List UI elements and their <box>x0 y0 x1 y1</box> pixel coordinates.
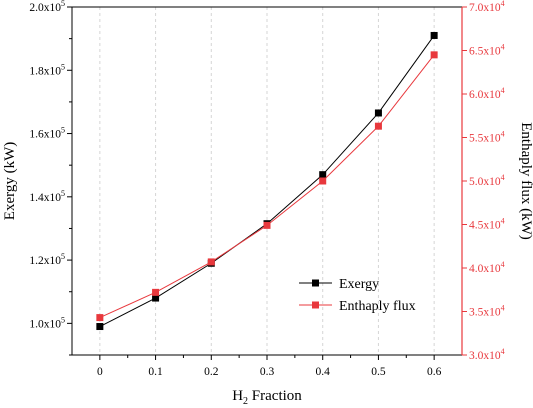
x-axis-title: H2 Fraction <box>232 388 302 407</box>
right-y-tick-label-0: 3.0x104 <box>469 347 505 362</box>
right-y-axis-title: Enthaply flux (kW) <box>518 122 533 239</box>
right-y-tick-label-2: 4.0x104 <box>469 260 505 275</box>
right-y-tick-label-5: 5.5x104 <box>469 130 505 145</box>
left-y-axis-title: Exergy (kW) <box>2 142 18 220</box>
x-tick-label-4: 0.4 <box>316 366 331 378</box>
series-0-point-6 <box>430 31 438 39</box>
right-y-tick-label-8: 7.0x104 <box>469 0 505 14</box>
x-tick-label-2: 0.2 <box>204 366 219 378</box>
left-y-tick-label-4: 1.8x105 <box>29 62 65 77</box>
left-y-tick-label-0: 1.0x105 <box>29 315 65 330</box>
right-y-tick-label-7: 6.5x104 <box>469 43 505 58</box>
right-y-tick-label-1: 3.5x104 <box>469 304 505 319</box>
series-1-point-0 <box>96 314 104 322</box>
series-0-point-5 <box>374 109 382 117</box>
series-1-point-1 <box>152 288 160 296</box>
series-1-point-3 <box>263 221 271 229</box>
left-y-tick-label-3: 1.6x105 <box>29 126 65 141</box>
left-y-tick-label-2: 1.4x105 <box>29 189 65 204</box>
x-tick-label-3: 0.3 <box>260 366 275 378</box>
legend-marker-1 <box>312 301 319 309</box>
series-0-point-1 <box>152 294 160 302</box>
legend-label-1: Enthaply flux <box>339 299 416 314</box>
series-1-point-4 <box>319 177 327 185</box>
series-0-point-4 <box>319 171 327 179</box>
series-1-point-2 <box>207 258 215 266</box>
right-y-tick-label-6: 6.0x104 <box>469 86 505 101</box>
left-y-tick-label-1: 1.2x105 <box>29 252 65 267</box>
x-tick-label-0: 0 <box>97 366 103 378</box>
legend-label-0: Exergy <box>339 277 379 292</box>
left-y-tick-label-5: 2.0x105 <box>29 0 65 14</box>
series-1-point-5 <box>374 122 382 130</box>
x-tick-label-1: 0.1 <box>148 366 163 378</box>
x-tick-label-6: 0.6 <box>427 366 442 378</box>
right-y-tick-label-4: 5.0x104 <box>469 173 505 188</box>
legend-marker-0 <box>312 279 319 287</box>
series-0-point-0 <box>96 323 104 331</box>
series-1-point-6 <box>430 51 438 59</box>
x-tick-label-5: 0.5 <box>371 366 386 378</box>
right-y-tick-label-3: 4.5x104 <box>469 217 505 232</box>
